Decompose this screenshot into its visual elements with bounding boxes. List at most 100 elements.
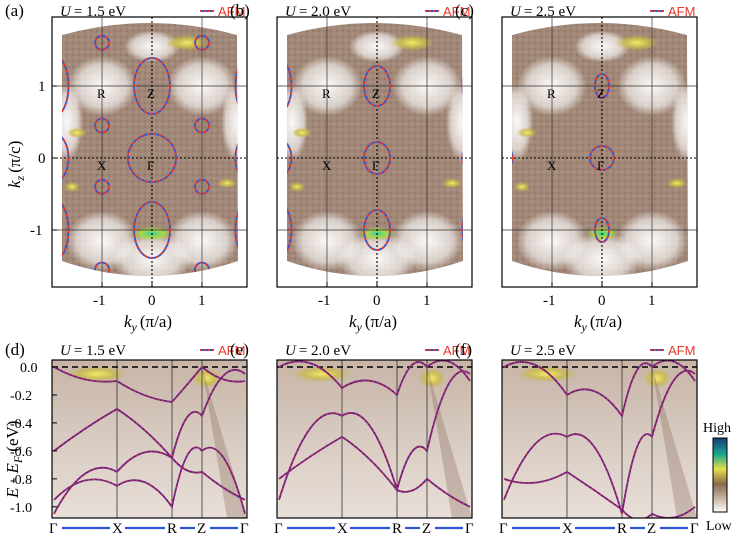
band-streak: [202, 366, 247, 518]
band-frame: [51, 359, 248, 519]
fs-x-axis-sub: y: [581, 320, 588, 334]
panel-tag: (f): [455, 340, 472, 359]
band-path-label: X: [337, 521, 348, 537]
colorbar: [712, 437, 728, 513]
band-path-label: Z: [197, 521, 206, 537]
panel-u-symbol: U: [60, 4, 72, 20]
panel-u-symbol: U: [510, 4, 522, 20]
fs-hot-spot: [667, 178, 687, 189]
band-path-label: Γ: [690, 521, 699, 537]
legend-label: AFM: [668, 343, 695, 358]
panel-u-symbol: U: [60, 343, 72, 359]
legend-label: AFM: [443, 343, 470, 358]
fs-bright-region: [221, 82, 238, 162]
fs-x-axis-label: ky (π/a): [124, 312, 172, 334]
panel-u-title: U = 2.0 eV: [285, 4, 351, 20]
fs-hot-spot: [289, 181, 305, 192]
fs-pocket-afm: [363, 65, 391, 107]
band-path-label: Γ: [274, 521, 283, 537]
fs-bright-region: [62, 82, 83, 162]
band-streak: [652, 366, 697, 518]
fs-point-label: Γ: [147, 158, 155, 173]
fs-pocket-afm: [234, 133, 238, 183]
fs-bright-region: [512, 82, 533, 162]
fs-y-axis-label: kz (π/c): [5, 141, 27, 188]
legend-label: AFM: [218, 4, 245, 19]
fs-pocket-afm: [133, 201, 171, 259]
fs-x-tick-label: 1: [648, 293, 656, 309]
fs-y-axis-sub: z: [13, 175, 27, 181]
fs-intensity-map: [287, 23, 463, 276]
fs-pocket-dft: [461, 139, 463, 177]
band-path-label: Γ: [240, 521, 249, 537]
band-hot-spot: [193, 368, 221, 389]
fs-x-axis-unit: (π/a): [365, 312, 397, 331]
fs-x-axis-label: ky (π/a): [349, 312, 397, 334]
fs-point-label: X: [97, 158, 107, 173]
band-y-tick-label: -0.4: [10, 417, 32, 432]
band-lines: [278, 360, 471, 508]
band-frame: [501, 359, 698, 519]
band-y-axis-var: E - E: [3, 462, 22, 499]
fs-hot-spot: [615, 34, 659, 51]
fs-bright-region: [671, 82, 688, 162]
band-path-label: Z: [422, 521, 431, 537]
band-path-label: X: [562, 521, 573, 537]
band-panel-0: 0.0 -0.2 -0.4 -0.6 -0.8 -1.0 E - EF (eV) Γ X R Z Γ (d…: [3, 340, 249, 537]
legend-label: AFM: [443, 4, 470, 19]
fs-pocket-afm: [692, 146, 708, 170]
fs-frame: [51, 16, 248, 288]
fs-bright-region: [287, 82, 308, 162]
fs-pocket-afm: [363, 209, 391, 251]
fs-x-tick-label: 0: [598, 293, 606, 309]
fs-hot-spot: [390, 34, 434, 51]
fs-hot-spot: [165, 34, 209, 51]
fs-x-axis-sub: y: [356, 320, 363, 334]
fs-pocket-afm: [62, 133, 70, 183]
fs-pocket-afm: [194, 117, 210, 134]
fs-point-label: Z: [597, 86, 605, 101]
band-y-axis-label: E - EF (eV): [3, 421, 25, 499]
band-hot-spot: [292, 365, 352, 382]
band-hot-spot: [418, 368, 446, 389]
band-hot-spot: [67, 365, 127, 382]
fs-x-tick-label: -1: [93, 293, 106, 309]
fs-pocket-afm: [127, 133, 177, 183]
band-path-label: R: [167, 521, 177, 537]
fs-pocket-dft: [692, 146, 708, 170]
band-streak: [427, 366, 472, 518]
fs-pocket-afm: [512, 145, 514, 171]
panel-u-symbol: U: [285, 4, 297, 20]
fs-hot-spot: [514, 181, 530, 192]
fs-x-axis-unit: (π/a): [140, 312, 172, 331]
band-y-tick-label: -0.2: [10, 389, 32, 404]
fs-frame: [276, 16, 473, 288]
panel-u-value: = 2.5 eV: [524, 4, 576, 20]
fs-y-tick-label: 0: [38, 151, 46, 167]
band-frame: [276, 359, 473, 519]
band-y-axis-unit: (eV): [3, 421, 22, 452]
band-curve-afm: [53, 366, 246, 403]
band-y-axis-sub: F: [11, 455, 25, 464]
band-y-tick-label: -0.8: [10, 473, 32, 488]
fs-pocket-afm: [194, 34, 210, 51]
fs-point-label: Z: [147, 86, 155, 101]
fs-point-label: X: [547, 158, 557, 173]
fs-pocket-afm: [133, 57, 171, 115]
fs-panel-2: R Z X Γ -1 0 1 ky (π/a) (c) U = 2.5 eV AFM: [455, 1, 708, 334]
fs-x-axis-var: k: [124, 312, 132, 331]
band-curve-afm: [503, 370, 696, 514]
band-curve-afm: [278, 370, 471, 501]
panel-tag: (c): [455, 1, 474, 20]
fs-point-label: R: [547, 86, 556, 101]
fs-point-label: R: [322, 86, 331, 101]
fs-pocket-afm: [287, 203, 293, 257]
fs-panel-0: R ZX Γ-1 0 110-1kz(π/c)ky (π/a)(a) U = 1.5 eV AF…: [5, 1, 248, 334]
panel-u-value: = 2.5 eV: [524, 343, 576, 359]
fs-intensity-map: [512, 23, 688, 276]
fs-x-axis-sub: y: [131, 320, 138, 334]
band-path-label: Γ: [465, 521, 474, 537]
fs-y-axis-unit: (π/c): [5, 141, 24, 173]
band-y-tick-label: -1.0: [10, 501, 32, 516]
fs-pocket-afm: [94, 178, 110, 195]
